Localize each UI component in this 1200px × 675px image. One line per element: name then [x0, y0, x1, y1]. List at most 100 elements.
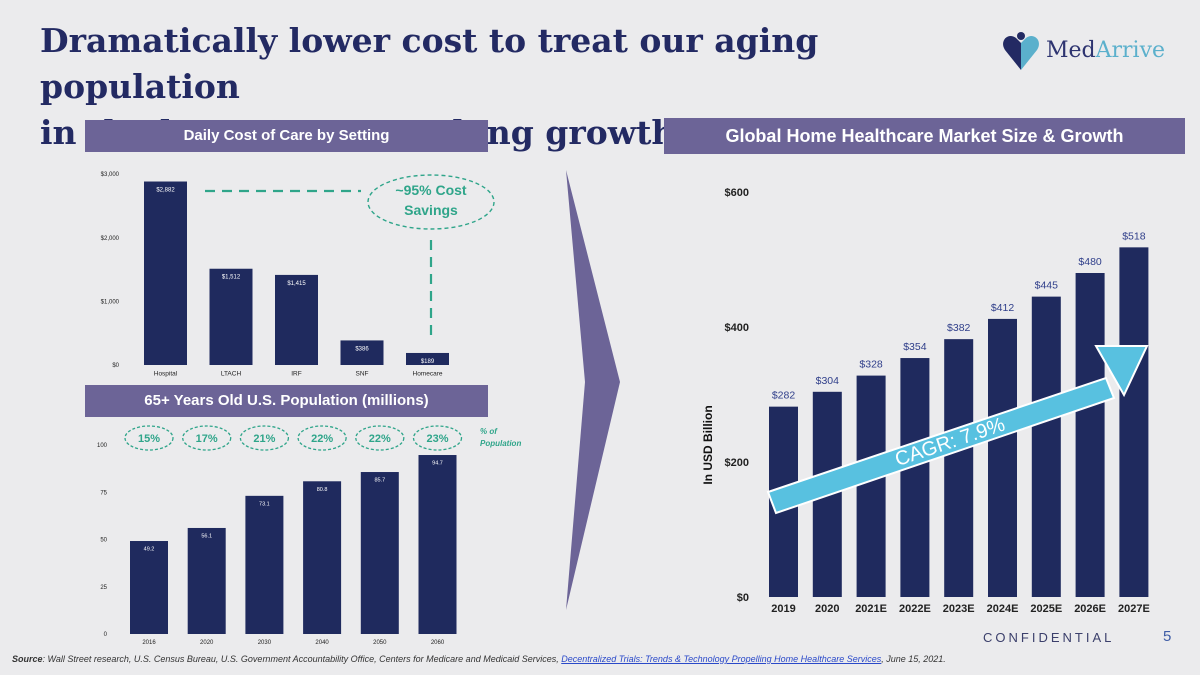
y-tick-label: $200 [725, 457, 749, 469]
percent-legend-line-2: Population [480, 439, 521, 448]
percent-callout-ellipse [239, 425, 290, 451]
y-tick-label: 75 [100, 490, 107, 496]
y-tick-label: 25 [100, 585, 107, 591]
x-category-label: 2027E [1118, 603, 1150, 615]
bar-value-label: $304 [816, 375, 840, 387]
bar [1075, 273, 1105, 597]
y-tick-label: $0 [737, 592, 749, 604]
bar [944, 339, 974, 597]
y-tick-label: $400 [725, 322, 749, 334]
bar-value-label: $2,882 [156, 188, 175, 194]
bar [900, 358, 930, 597]
population-chart-banner: 65+ Years Old U.S. Population (millions) [85, 385, 488, 417]
x-category-label: 2016 [142, 640, 156, 646]
y-tick-label: $2,000 [101, 236, 120, 242]
bar-value-label: $445 [1035, 280, 1059, 292]
x-category-label: 2022E [899, 603, 931, 615]
bar [340, 340, 384, 365]
x-category-label: 2025E [1030, 603, 1062, 615]
page-number: 5 [1163, 628, 1172, 645]
bar [245, 495, 284, 634]
bar-value-label: $382 [947, 322, 971, 334]
x-category-label: 2026E [1074, 603, 1106, 615]
x-category-label: 2020 [200, 640, 214, 646]
bar-value-label: 94.7 [432, 461, 443, 467]
bar [1031, 296, 1061, 597]
x-category-label: Hospital [154, 371, 178, 378]
x-category-label: 2060 [431, 640, 445, 646]
x-category-label: 2020 [815, 603, 839, 615]
y-tick-label: $600 [725, 187, 749, 199]
cagr-arrow [766, 345, 1149, 515]
x-category-label: 2023E [943, 603, 975, 615]
bar [988, 318, 1017, 597]
bar [187, 527, 226, 634]
bar-value-label: $282 [772, 390, 796, 402]
x-category-label: 2019 [771, 603, 795, 615]
bar [418, 455, 457, 634]
bar [303, 481, 342, 634]
y-tick-label: $3,000 [101, 172, 120, 178]
bar-value-label: $189 [421, 359, 435, 365]
percent-callout-ellipse [355, 425, 405, 451]
bar [209, 268, 253, 365]
percent-callout-label: 22% [311, 433, 333, 445]
bar-value-label: 73.1 [259, 501, 270, 507]
savings-callout-ellipse [367, 174, 495, 230]
x-category-label: 2050 [373, 640, 387, 646]
bar [360, 472, 399, 634]
percent-callout-ellipse [182, 425, 232, 451]
bar-value-label: $354 [903, 341, 927, 353]
percent-callout-ellipse [412, 425, 463, 451]
x-category-label: 2021E [855, 603, 887, 615]
percent-callout-ellipse [297, 425, 347, 451]
y-tick-label: 0 [104, 632, 108, 638]
y-tick-label: 50 [100, 538, 107, 544]
bar-value-label: 85.7 [374, 478, 385, 484]
x-category-label: LTACH [221, 371, 242, 378]
percent-callout-label: 21% [253, 433, 275, 445]
bar-value-label: 80.8 [317, 487, 328, 493]
x-category-label: SNF [356, 371, 369, 378]
market-y-axis-label: In USD Billion [701, 405, 715, 484]
percent-callout-label: 17% [196, 433, 218, 445]
transition-chevron-arrow [566, 170, 620, 610]
percent-callout-ellipse [124, 425, 174, 451]
y-tick-label: $0 [112, 363, 119, 369]
x-category-label: 2024E [987, 603, 1019, 615]
bar-value-label: $518 [1122, 230, 1146, 242]
source-link[interactable]: Decentralized Trials: Trends & Technolog… [561, 654, 882, 664]
bar-value-label: $1,415 [287, 281, 306, 287]
bar-value-label: $412 [991, 302, 1015, 314]
confidential-label: CONFIDENTIAL [983, 630, 1115, 645]
savings-callout-line-1: ~95% Cost [395, 182, 467, 198]
x-category-label: 2030 [258, 640, 272, 646]
logo-text-med: Med [1046, 38, 1096, 63]
source-footnote: Source: Wall Street research, U.S. Censu… [12, 654, 1192, 664]
bar-value-label: $1,512 [222, 275, 241, 281]
x-category-label: 2040 [315, 640, 329, 646]
heart-logo-icon [1003, 32, 1039, 70]
bar [144, 181, 187, 365]
percent-callout-label: 22% [369, 433, 391, 445]
bar [856, 375, 886, 597]
bar-value-label: $386 [355, 346, 369, 352]
bar [1119, 247, 1149, 597]
bar [130, 541, 168, 634]
title-line-1: Dramatically lower cost to treat our agi… [40, 21, 819, 106]
source-label: Source [12, 654, 43, 664]
percent-callout-label: 15% [138, 433, 160, 445]
bar-value-label: $328 [859, 359, 883, 371]
logo-text-arrive: Arrive [1095, 38, 1166, 63]
percent-callout-label: 23% [426, 433, 448, 445]
x-category-label: IRF [291, 371, 302, 378]
y-tick-label: 100 [97, 443, 108, 449]
bar [406, 352, 449, 365]
logo-wordmark: MedArrive [1046, 38, 1165, 63]
bar-value-label: 49.2 [144, 547, 155, 553]
population-chart: 15% 17% 21% 22% 22% 23% % of Population 0 25 50… [97, 425, 521, 646]
bar-value-label: $480 [1078, 256, 1102, 268]
x-category-label: Homecare [413, 371, 443, 378]
y-tick-label: $1,000 [101, 299, 120, 305]
bar-value-label: 56.1 [201, 533, 212, 539]
